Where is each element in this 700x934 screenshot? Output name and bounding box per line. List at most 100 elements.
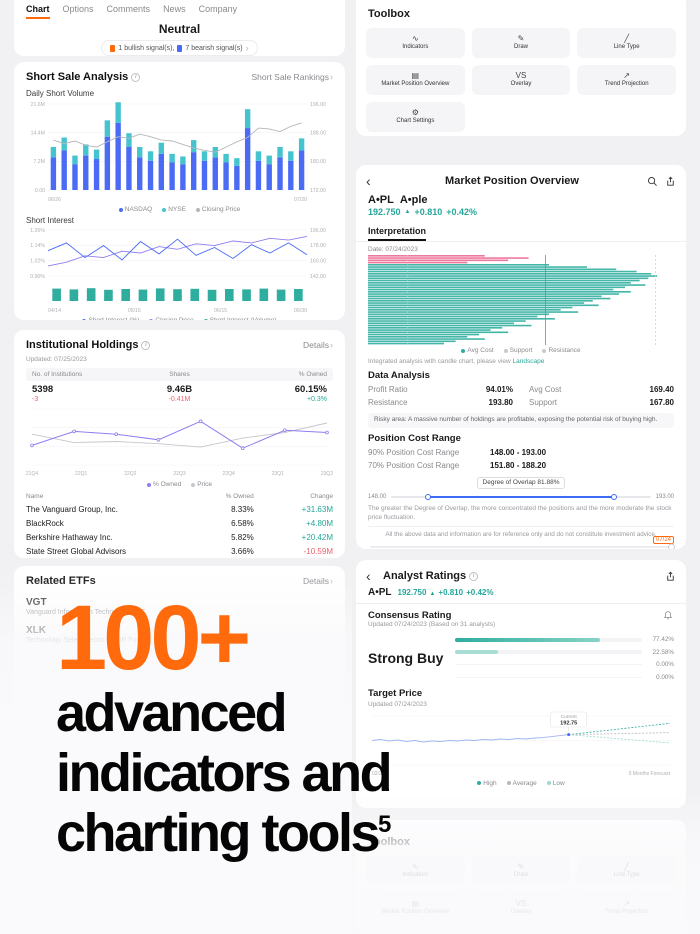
slider-track[interactable]	[391, 493, 651, 500]
toolbox-button-draw[interactable]: ✎ Draw	[471, 28, 571, 58]
share-icon[interactable]	[664, 175, 676, 187]
stock-change: +0.810	[438, 588, 464, 597]
stock-change: +0.810	[414, 207, 443, 217]
toolbox-button-overlay[interactable]: VS Overlay	[471, 893, 571, 923]
institutional-details-link[interactable]: Details ›	[303, 340, 333, 350]
metric: Profit Ratio 94.01%	[368, 385, 513, 394]
svg-text:1.02%: 1.02%	[30, 258, 45, 264]
timeline-handle[interactable]	[668, 543, 675, 549]
market-position-icon: ▤	[411, 71, 420, 81]
mpo-date: Date: 07/24/2023	[368, 246, 418, 253]
risk-note: Risky area: A massive number of holdings…	[368, 413, 674, 428]
holdings-row[interactable]: BlackRock 6.58% +4.80M	[26, 518, 333, 528]
toolbox-button-line-type[interactable]: ╱ Line Type	[577, 28, 676, 58]
svg-text:196.00: 196.00	[310, 102, 326, 108]
toolbox-grid: ∿ Indicators ✎ Draw ╱ Line Type ▤ Market Positi…	[356, 20, 686, 136]
position-distribution-chart	[368, 255, 674, 345]
toolbox-button-trend-projection[interactable]: ↗ Trend Projection	[577, 65, 676, 95]
nav-item-news[interactable]: News	[163, 4, 186, 14]
toolbox-button-label: Market Position Overview	[381, 81, 450, 88]
trend-projection-icon: ↗	[623, 71, 630, 81]
chevron-right-icon: ›	[330, 340, 333, 350]
nav-item-chart[interactable]: Chart	[26, 4, 50, 19]
back-icon[interactable]: ‹	[366, 568, 371, 584]
toolbox-button-label: Overlay	[510, 81, 532, 88]
svg-text:23Q2: 23Q2	[321, 471, 333, 477]
back-icon[interactable]: ‹	[366, 173, 371, 189]
table-header: Name	[26, 493, 44, 500]
toolbox-button-chart-settings[interactable]: ⚙Chart Settings	[366, 930, 465, 934]
svg-text:02/23: 02/23	[372, 771, 385, 777]
date-timeline[interactable]: 07/24 05/05/2023 07/24/2023	[370, 536, 675, 549]
toolbox-button-label: Overlay	[510, 909, 532, 916]
short-sale-card: Short Sale Analysis i Short Sale Ranking…	[14, 62, 345, 320]
trend-projection-icon: ↗	[623, 899, 630, 909]
toolbox-button-market-position-overview[interactable]: ▤ Market Position Overview	[366, 893, 465, 923]
svg-text:22Q3: 22Q3	[173, 471, 185, 477]
slider-handle-left[interactable]	[424, 493, 431, 500]
divider	[368, 526, 674, 528]
svg-text:22Q1: 22Q1	[75, 471, 87, 477]
toolbox-title: Toolbox	[368, 836, 410, 848]
toolbox-button-chart-settings[interactable]: ⚙Chart Settings	[366, 102, 465, 132]
toolbox-card: Toolbox ∿ Indicators ✎ Draw ╱ Line Type ▤ Marke…	[356, 0, 686, 136]
toolbox-button-overlay[interactable]: VS Overlay	[471, 65, 571, 95]
mpo-disclaimer: All the above data and information are f…	[385, 531, 657, 539]
toolbox-button-indicators[interactable]: ∿ Indicators	[366, 28, 465, 58]
toolbox-button-draw[interactable]: ✎ Draw	[471, 856, 571, 886]
holdings-row[interactable]: Berkshire Hathaway Inc. 5.82% +20.42M	[26, 532, 333, 542]
sentiment-title: Neutral	[158, 22, 201, 36]
info-icon[interactable]: i	[469, 571, 479, 581]
svg-text:192.75: 192.75	[560, 720, 577, 726]
holdings-row[interactable]: State Street Global Advisors 3.66% -10.59M	[26, 546, 333, 556]
cost-range-row: 90% Position Cost Range 148.00 - 193.00	[368, 447, 547, 457]
nav-item-company[interactable]: Company	[198, 4, 238, 14]
svg-text:0.90%: 0.90%	[30, 274, 45, 280]
stock-symbol: A•PL	[368, 194, 394, 206]
stock-change-pct: +0.42%	[446, 207, 478, 217]
short-sale-rankings-link[interactable]: Short Sale Rankings ›	[251, 72, 334, 82]
stock-change-pct: +0.42%	[466, 588, 494, 597]
short-interest-chart: 1.26% 196.00 1.14% 178.00 1.02% 160.00 0.90% 14…	[24, 227, 335, 315]
cost-range-slider[interactable]: 148.00 193.00	[356, 491, 686, 503]
legend-item: Closing Price	[195, 206, 240, 213]
line-type-icon: ╱	[624, 862, 630, 872]
line-type-icon: ╱	[624, 34, 630, 44]
stock-price: 192.750	[397, 588, 427, 597]
svg-text:22Q4: 22Q4	[223, 471, 235, 477]
mpo-legend: Avg Cost Support Resistance	[356, 345, 686, 356]
toolbox-button-label: Draw	[513, 872, 528, 879]
nav-item-comments[interactable]: Comments	[106, 4, 151, 14]
signals-pill[interactable]: 1 bullish signal(s), 7 bearish signal(s)…	[101, 40, 258, 56]
info-icon[interactable]: i	[131, 72, 141, 82]
etfs-details-link[interactable]: Details ›	[303, 576, 333, 586]
mpo-stock-row: A•PL A•ple	[356, 194, 686, 206]
rating-bar-row: 77.42%	[455, 636, 674, 643]
degree-of-overlap-badge: Degree of Overlap 81.88%	[476, 476, 566, 489]
nav-item-options[interactable]: Options	[62, 4, 94, 14]
search-icon[interactable]	[646, 175, 658, 187]
svg-text:1.14%: 1.14%	[30, 243, 45, 249]
svg-text:21Q4: 21Q4	[26, 471, 38, 477]
chevron-right-icon: ›	[330, 576, 333, 586]
svg-text:178.00: 178.00	[310, 243, 326, 249]
holdings-table-header: Name % Owned Change	[14, 490, 345, 502]
toolbox-button-trend-projection[interactable]: ↗ Trend Projection	[577, 893, 676, 923]
timeline-track[interactable]	[370, 543, 675, 549]
toolbox-button-line-type[interactable]: ╱ Line Type	[577, 856, 676, 886]
landscape-link[interactable]: Landscape	[512, 358, 545, 365]
analyst-stock-row: A•PL 192.750 ▲ +0.810 +0.42%	[356, 587, 686, 604]
mpo-price-row: 192.750 ▲ +0.810 +0.42%	[356, 206, 686, 220]
svg-text:07/20: 07/20	[294, 197, 307, 203]
rating-bars: 77.42% 22.58% 0.00% 0.00%	[455, 636, 674, 681]
slider-handle-right[interactable]	[611, 493, 618, 500]
info-icon[interactable]: i	[141, 340, 151, 350]
target-updated: Updated 07/24/2023	[368, 700, 427, 708]
holdings-row[interactable]: The Vanguard Group, Inc. 8.33% +31.63M	[26, 504, 333, 514]
toolbox-button-market-position-overview[interactable]: ▤ Market Position Overview	[366, 65, 465, 95]
footnote-superscript: 5	[378, 810, 391, 838]
share-icon[interactable]	[664, 570, 676, 582]
alert-bell-icon[interactable]	[662, 609, 674, 621]
metric: Avg Cost 169.40	[529, 385, 674, 394]
tab-interpretation[interactable]: Interpretation	[368, 226, 427, 241]
